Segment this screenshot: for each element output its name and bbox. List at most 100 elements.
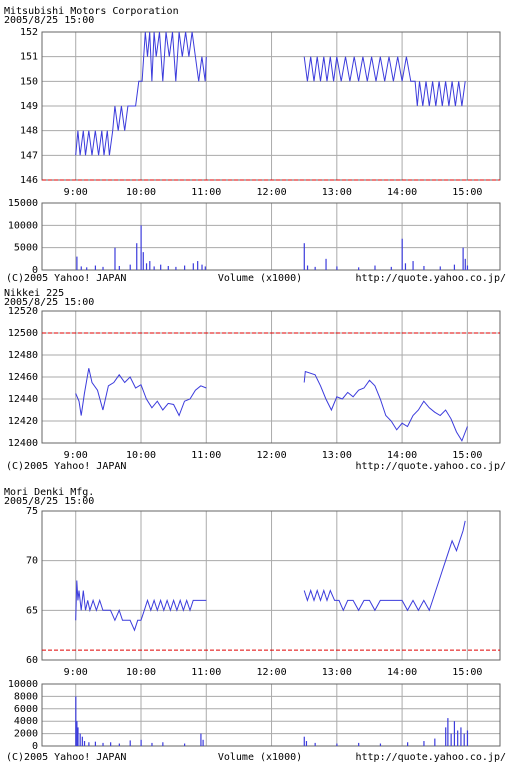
volume-bar — [423, 265, 425, 270]
volume-bar — [197, 261, 199, 270]
volume-bar — [79, 733, 81, 746]
copyright: (C)2005 Yahoo! JAPAN — [6, 461, 126, 472]
x-tick-label: 9:00 — [64, 667, 88, 678]
y-tick-label: 15000 — [8, 198, 38, 209]
x-tick-label: 15:00 — [452, 450, 482, 461]
volume-bar — [306, 265, 309, 270]
volume-bar — [142, 252, 144, 270]
y-tick-label: 12440 — [8, 394, 38, 405]
plot-frame — [41, 683, 501, 747]
y-tick-label: 60 — [26, 655, 38, 666]
volume-bar — [460, 727, 462, 746]
x-tick-label: 12:00 — [256, 667, 286, 678]
volume-bar — [439, 266, 441, 270]
volume-bar — [75, 696, 77, 746]
x-tick-label: 11:00 — [191, 450, 221, 461]
volume-bar — [162, 742, 164, 746]
volume-bar — [76, 721, 78, 746]
volume-bar — [453, 264, 456, 270]
volume-bar — [129, 264, 131, 270]
x-tick-label: 11:00 — [191, 667, 221, 678]
y-tick-label: 150 — [20, 76, 38, 87]
volume-bar — [83, 741, 86, 746]
x-tick-label: 12:00 — [256, 450, 286, 461]
volume-bar — [76, 256, 78, 270]
volume-bar — [462, 247, 464, 270]
volume-bar — [325, 258, 327, 270]
volume-bar — [202, 739, 204, 746]
y-tick-label: 12480 — [8, 350, 38, 361]
price-line — [75, 368, 468, 442]
volume-bar — [114, 247, 116, 270]
volume-bar — [457, 730, 459, 746]
y-tick-label: 146 — [20, 175, 38, 186]
x-tick-label: 12:00 — [256, 187, 286, 198]
volume-bar — [434, 738, 436, 746]
volume-bar — [336, 266, 338, 270]
volume-bar — [466, 730, 469, 746]
y-tick-label: 0 — [32, 741, 38, 752]
volume-bar — [447, 718, 449, 746]
volume-bar — [118, 265, 120, 270]
y-tick-label: 65 — [26, 605, 38, 616]
volume-bar — [94, 741, 97, 746]
volume-bar — [412, 261, 414, 270]
x-tick-label: 15:00 — [452, 667, 482, 678]
volume-bar — [464, 258, 466, 270]
y-tick-label: 70 — [26, 556, 38, 567]
volume-bar — [102, 266, 104, 270]
x-tick-label: 11:00 — [191, 187, 221, 198]
source-url: http://quote.yahoo.co.jp/ — [355, 273, 506, 284]
volume-bar — [463, 733, 465, 746]
y-tick-label: 4000 — [14, 716, 38, 727]
y-tick-label: 12400 — [8, 438, 38, 449]
y-tick-label: 148 — [20, 126, 38, 137]
volume-bar — [390, 266, 392, 270]
volume-bar — [153, 266, 155, 270]
y-tick-label: 12420 — [8, 416, 38, 427]
volume-bar — [167, 265, 169, 270]
chart-subtitle: 2005/8/25 15:00 — [4, 496, 94, 507]
volume-bar — [445, 727, 447, 746]
plot-frame — [41, 310, 501, 444]
x-tick-label: 14:00 — [387, 187, 417, 198]
volume-bar — [151, 742, 153, 746]
x-tick-label: 10:00 — [126, 187, 156, 198]
volume-bar — [94, 265, 97, 270]
volume-bar — [303, 736, 305, 746]
y-tick-label: 10000 — [8, 220, 38, 231]
y-tick-label: 12460 — [8, 372, 38, 383]
source-url: http://quote.yahoo.co.jp/ — [355, 752, 506, 763]
volume-bar — [110, 742, 112, 746]
volume-bar — [129, 740, 131, 746]
y-tick-label: 152 — [20, 27, 38, 38]
volume-bar — [314, 742, 316, 746]
volume-bar — [102, 742, 104, 746]
volume-bar — [136, 243, 138, 270]
chart-subtitle: 2005/8/25 15:00 — [4, 297, 94, 308]
volume-bar — [358, 267, 360, 270]
volume-bar — [184, 265, 186, 270]
volume-bar — [423, 741, 425, 746]
volume-bar — [118, 743, 120, 746]
plot-frame — [41, 510, 501, 661]
y-tick-label: 10000 — [8, 679, 38, 690]
volume-bar — [145, 263, 148, 270]
y-tick-label: 12500 — [8, 328, 38, 339]
volume-bar — [184, 743, 186, 746]
volume-bar — [336, 743, 338, 746]
volume-bar — [453, 721, 456, 746]
x-tick-label: 10:00 — [126, 667, 156, 678]
volume-bar — [305, 741, 308, 746]
volume-bar — [77, 727, 79, 746]
y-tick-label: 151 — [20, 52, 38, 63]
y-tick-label: 149 — [20, 101, 38, 112]
volume-bar — [450, 733, 452, 746]
x-tick-label: 9:00 — [64, 450, 88, 461]
price-line — [75, 520, 466, 632]
volume-bar — [379, 743, 382, 746]
y-tick-label: 6000 — [14, 704, 38, 715]
y-tick-label: 2000 — [14, 729, 38, 740]
